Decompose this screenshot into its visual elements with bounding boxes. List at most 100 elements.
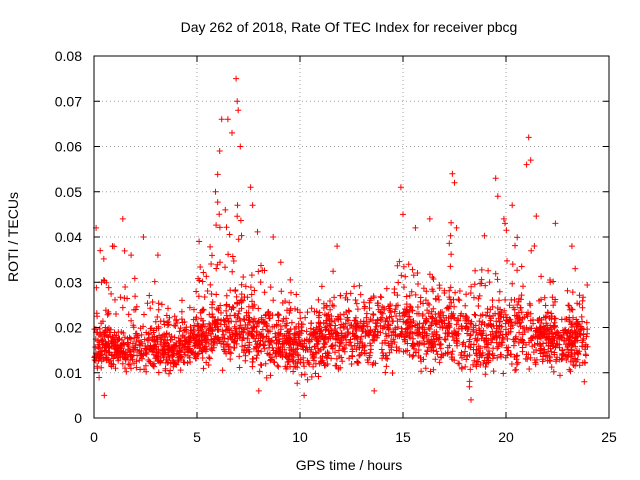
data-point xyxy=(309,355,316,362)
data-point xyxy=(184,343,191,350)
data-point xyxy=(174,320,181,326)
data-point xyxy=(502,354,509,361)
data-point xyxy=(261,289,268,296)
data-point xyxy=(528,325,535,332)
data-point xyxy=(97,352,104,359)
data-point xyxy=(144,300,151,307)
data-point xyxy=(187,330,194,337)
data-point xyxy=(161,343,168,350)
data-point xyxy=(457,312,464,319)
data-point xyxy=(567,368,574,375)
data-point xyxy=(333,330,340,337)
data-point xyxy=(429,274,436,281)
data-point xyxy=(525,326,532,333)
data-point xyxy=(249,202,256,209)
data-point xyxy=(403,293,410,300)
data-point xyxy=(575,351,582,357)
data-point xyxy=(442,336,449,343)
data-point xyxy=(178,316,185,323)
data-point xyxy=(514,352,521,359)
data-point xyxy=(367,340,373,347)
data-point xyxy=(216,211,223,218)
data-point xyxy=(527,310,534,317)
data-point xyxy=(475,295,482,302)
data-point xyxy=(313,308,320,315)
data-point xyxy=(101,392,108,399)
data-point xyxy=(423,317,429,324)
data-point xyxy=(512,319,519,325)
data-point xyxy=(288,289,294,296)
data-point xyxy=(178,308,185,315)
data-point xyxy=(226,329,233,336)
data-point xyxy=(414,304,421,310)
data-point xyxy=(468,396,474,403)
data-point xyxy=(528,247,535,254)
data-point xyxy=(97,247,104,254)
data-point xyxy=(227,356,234,363)
data-point xyxy=(209,304,216,311)
data-point xyxy=(140,234,147,240)
data-point xyxy=(509,202,516,209)
data-point xyxy=(310,363,317,370)
data-point xyxy=(296,329,302,336)
data-point xyxy=(486,313,493,320)
data-point xyxy=(354,359,361,366)
data-point xyxy=(306,331,313,338)
data-point xyxy=(518,337,525,344)
data-point xyxy=(389,370,396,376)
data-point xyxy=(259,326,266,333)
data-point xyxy=(573,316,580,323)
data-point xyxy=(498,313,505,320)
data-point xyxy=(327,327,333,334)
data-point xyxy=(335,366,342,372)
data-point xyxy=(240,328,247,335)
data-point xyxy=(481,321,488,327)
data-point xyxy=(308,373,315,380)
data-point xyxy=(539,358,546,365)
data-point xyxy=(326,322,333,328)
data-point xyxy=(550,368,557,375)
y-tick-label: 0.04 xyxy=(55,229,82,245)
data-point xyxy=(475,303,482,309)
data-point xyxy=(485,322,492,329)
data-point xyxy=(398,272,405,279)
data-point xyxy=(200,365,207,372)
data-point xyxy=(186,304,193,311)
data-point xyxy=(92,344,99,351)
data-point xyxy=(193,288,200,295)
data-point xyxy=(304,357,311,364)
data-point xyxy=(514,267,521,274)
data-point xyxy=(317,346,324,353)
data-point xyxy=(312,349,319,356)
data-point xyxy=(332,322,339,329)
data-point xyxy=(290,354,297,361)
x-tick-label: 25 xyxy=(601,429,617,445)
y-tick-label: 0.08 xyxy=(55,48,82,64)
data-point xyxy=(490,322,497,329)
data-point xyxy=(312,370,319,377)
data-point xyxy=(208,261,215,267)
data-point xyxy=(393,302,400,309)
data-point xyxy=(262,312,269,319)
data-point xyxy=(475,347,482,354)
data-point xyxy=(369,336,376,343)
data-point xyxy=(545,348,552,355)
data-point xyxy=(255,387,262,394)
data-point xyxy=(324,320,330,327)
data-point xyxy=(155,369,162,376)
data-point xyxy=(435,293,441,300)
data-point xyxy=(122,365,128,372)
data-point xyxy=(313,350,320,357)
data-point xyxy=(402,329,409,335)
data-point xyxy=(226,349,233,356)
data-point xyxy=(534,327,541,334)
data-point xyxy=(405,313,412,320)
data-point xyxy=(119,215,126,222)
data-point xyxy=(104,311,111,318)
data-point xyxy=(487,306,494,313)
data-point xyxy=(121,247,128,254)
data-point xyxy=(370,312,377,318)
data-point xyxy=(467,331,474,338)
data-point xyxy=(343,290,350,297)
data-point xyxy=(562,316,569,323)
